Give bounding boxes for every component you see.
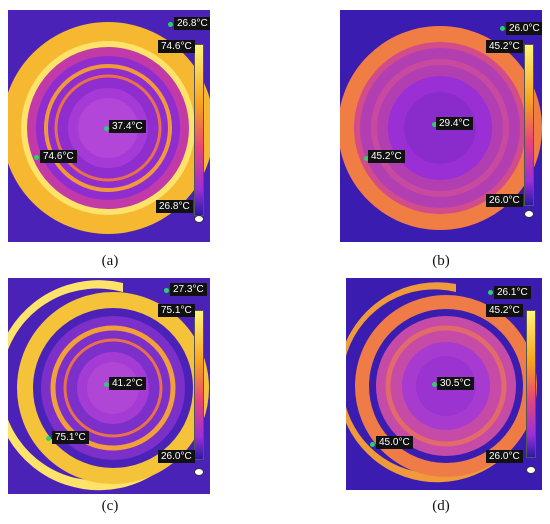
- camera-icon: [526, 466, 536, 474]
- caption-d: (d): [432, 498, 450, 514]
- caption-a: (a): [101, 253, 119, 269]
- top-temp-label: 26.0°C: [506, 22, 542, 35]
- left-temp-label: 45.0°C: [376, 436, 413, 449]
- color-scale-bar: [526, 310, 536, 458]
- scale-max-label: 45.2°C: [486, 304, 523, 317]
- center-temp-label: 30.5°C: [437, 377, 474, 390]
- marker-dot: [432, 122, 437, 127]
- scale-max-label: 45.2°C: [486, 40, 523, 53]
- center-temp-label: 37.4°C: [109, 120, 146, 133]
- left-temp-label: 45.2°C: [368, 150, 405, 163]
- marker-dot: [104, 382, 109, 387]
- scale-min-label: 26.0°C: [158, 450, 195, 463]
- center-temp-label: 41.2°C: [109, 377, 146, 390]
- marker-dot: [34, 155, 39, 160]
- color-scale-bar: [194, 44, 204, 216]
- camera-icon: [194, 468, 204, 476]
- marker-dot: [500, 26, 505, 31]
- scale-min-label: 26.0°C: [486, 450, 523, 463]
- thermal-image-a: 26.8°C 74.6°C 37.4°C 74.6°C 26.8°C: [8, 10, 210, 242]
- marker-dot: [46, 436, 51, 441]
- scale-max-label: 75.1°C: [158, 304, 195, 317]
- left-temp-label: 74.6°C: [40, 150, 77, 163]
- camera-icon: [194, 215, 204, 223]
- caption-c: (c): [101, 498, 119, 514]
- marker-dot: [488, 290, 493, 295]
- camera-icon: [524, 210, 534, 218]
- marker-dot: [168, 22, 173, 27]
- top-temp-label: 27.3°C: [170, 283, 207, 296]
- scale-max-label: 74.6°C: [158, 40, 195, 53]
- center-temp-label: 29.4°C: [436, 117, 473, 130]
- left-temp-label: 75.1°C: [52, 431, 89, 444]
- marker-dot: [104, 126, 109, 131]
- thermal-image-d: 26.1°C 45.2°C 30.5°C 45.0°C 26.0°C: [346, 278, 542, 490]
- scale-min-label: 26.8°C: [156, 200, 193, 213]
- marker-dot: [370, 442, 375, 447]
- color-scale-bar: [194, 310, 204, 460]
- top-temp-label: 26.1°C: [494, 286, 531, 299]
- scale-min-label: 26.0°C: [486, 194, 523, 207]
- marker-dot: [432, 382, 437, 387]
- marker-dot: [364, 156, 369, 161]
- thermal-image-b: 26.0°C 45.2°C 29.4°C 45.2°C 26.0°C: [340, 10, 542, 242]
- top-temp-label: 26.8°C: [174, 17, 210, 30]
- caption-b: (b): [432, 253, 450, 269]
- marker-dot: [164, 288, 169, 293]
- color-scale-bar: [524, 44, 534, 206]
- thermal-image-c: 27.3°C 75.1°C 41.2°C 75.1°C 26.0°C: [8, 278, 210, 494]
